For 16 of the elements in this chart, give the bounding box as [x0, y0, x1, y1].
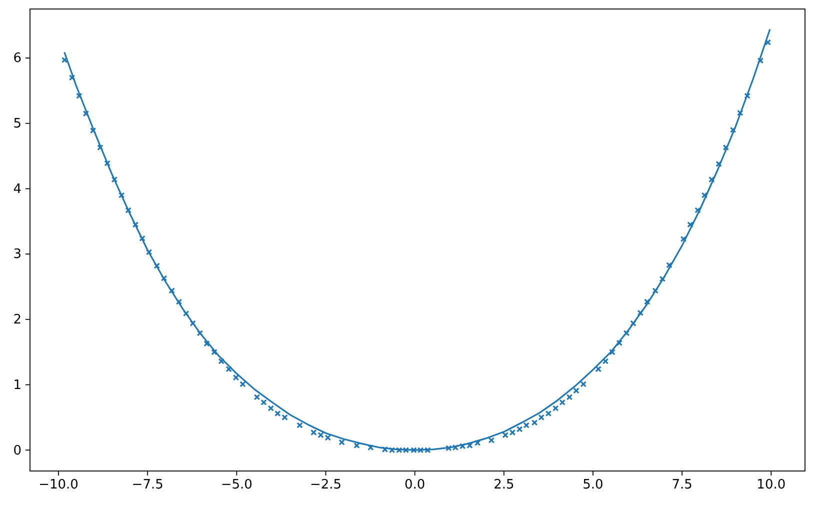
x-tick-label: −10.0 [38, 478, 78, 493]
x-tick-label: 0.0 [404, 478, 426, 493]
y-tick-label: 4 [13, 182, 22, 197]
x-tick-label: 7.5 [672, 478, 692, 493]
y-tick-label: 2 [13, 312, 22, 328]
x-tick-label: −7.5 [132, 478, 164, 493]
x-tick-label: −5.0 [220, 478, 252, 493]
x-tick-label: 2.5 [494, 478, 514, 493]
y-tick-label: 6 [13, 51, 22, 66]
y-tick-label: 1 [13, 378, 22, 393]
y-tick-label: 3 [13, 247, 22, 262]
x-tick-label: 10.0 [756, 478, 786, 493]
x-tick-label: 5.0 [582, 478, 604, 493]
y-tick-label: 5 [13, 116, 22, 132]
y-tick-label: 0 [13, 443, 22, 458]
x-tick-label: −2.5 [310, 478, 342, 493]
